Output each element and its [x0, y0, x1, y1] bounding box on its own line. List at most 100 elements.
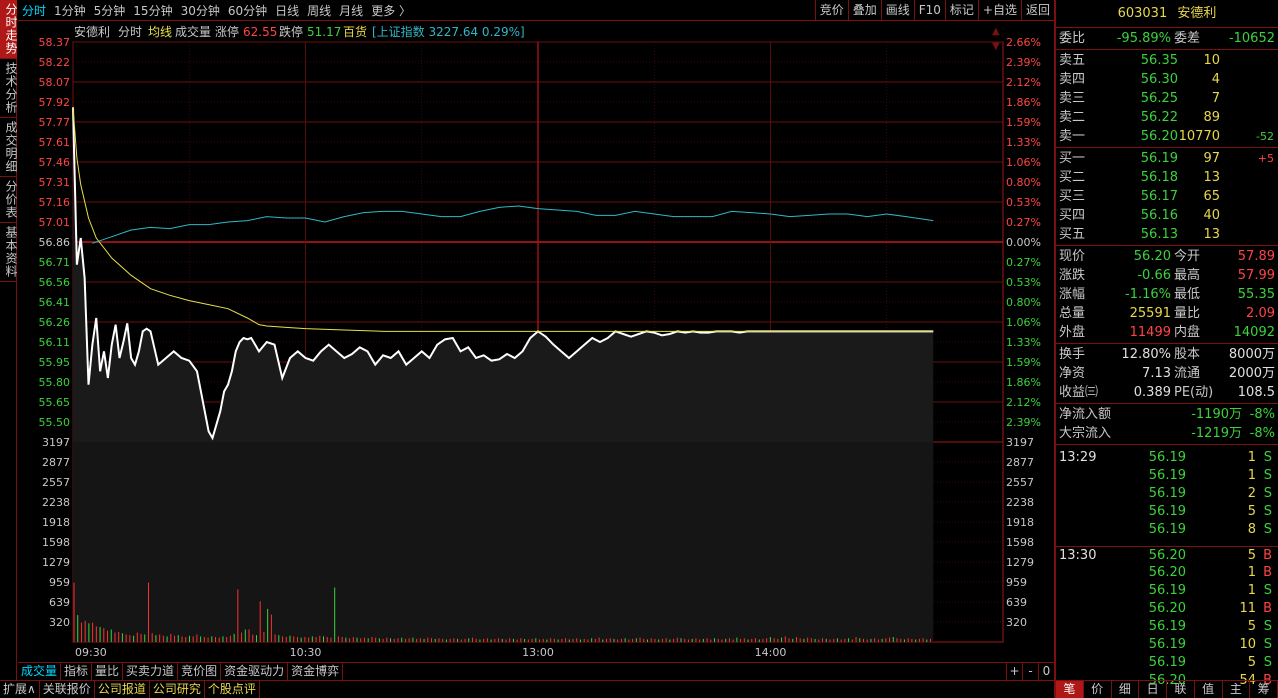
side-tab-technical[interactable]: 技术分析 [0, 59, 18, 118]
legend-sector: 百货 [343, 24, 367, 39]
tick-list[interactable]: 13:29 56.19 1 S 56.19 1 S 56.19 2 S 56.19 5 S 56.19 8 S… [1056, 445, 1278, 690]
scroll-up-icon[interactable]: ▲ [992, 26, 1000, 37]
related-quote-tab[interactable]: 关联报价 [40, 681, 95, 698]
asks-volume: 4 [1211, 72, 1220, 87]
back-button[interactable]: 返回 [1020, 0, 1054, 21]
tick-direction: S [1263, 522, 1272, 537]
indicator-tab-buy-sell-force[interactable]: 买卖力道 [123, 663, 179, 680]
stats1-row: 现价 56.20 今开 57.89 [1056, 247, 1278, 266]
volume-shade [73, 442, 934, 642]
chart-lines [72, 107, 934, 441]
flow-value: -1219万 [1191, 426, 1242, 441]
zoom-in-button[interactable]: + [1006, 663, 1022, 680]
indicator-tab-volume[interactable]: 成交量 [18, 663, 62, 680]
tick-price: 56.19 [1148, 504, 1186, 519]
indicator-tab-capital-drive[interactable]: 资金驱动力 [221, 663, 289, 680]
panel-tab-1[interactable]: 价 [1084, 681, 1112, 698]
stock-comment-tab[interactable]: 个股点评 [205, 681, 260, 698]
pct-tick-label: 1.59% [1006, 356, 1041, 369]
auction-button[interactable]: 竞价 [814, 0, 848, 21]
tick-row: 56.19 1 S [1056, 467, 1278, 485]
tick-direction: S [1263, 450, 1272, 465]
period-tab-15min[interactable]: 15分钟 [133, 3, 173, 18]
bids-price: 56.16 [1140, 208, 1178, 223]
indicator-tab-auction-chart[interactable]: 竞价图 [178, 663, 222, 680]
volume-tick-label-right: 1279 [1006, 556, 1034, 569]
tick-volume: 1 [1247, 565, 1256, 580]
asks-label: 卖三 [1059, 91, 1086, 106]
bids-price: 56.13 [1140, 227, 1178, 242]
price-fill-area [73, 107, 934, 442]
asks-price: 56.22 [1140, 110, 1178, 125]
scroll-down-icon[interactable]: ▼ [992, 41, 1000, 52]
bids-volume: 65 [1203, 189, 1220, 204]
pct-tick-label: 0.80% [1006, 296, 1041, 309]
panel-tab-5[interactable]: 值 [1195, 681, 1223, 698]
tick-row: 56.19 5 S [1056, 618, 1278, 636]
volume-tick-label: 959 [49, 576, 70, 589]
indicator-tab-indicator[interactable]: 指标 [61, 663, 93, 680]
stats1-value: 57.99 [1237, 268, 1275, 283]
side-tab-trade-detail[interactable]: 成交明细 [0, 118, 18, 177]
period-tab-60min[interactable]: 60分钟 [227, 3, 268, 18]
price-tick-label: 58.37 [39, 36, 71, 49]
indicator-tab-volume-ratio[interactable]: 量比 [92, 663, 124, 680]
volume-tick-label-right: 320 [1006, 616, 1027, 629]
tick-direction: S [1263, 655, 1272, 670]
flow-row: 净流入额 -1190万 -8% [1056, 405, 1278, 424]
panel-tab-2[interactable]: 细 [1112, 681, 1140, 698]
capital-flows: 净流入额 -1190万 -8% 大宗流入 -1219万 -8% [1056, 404, 1278, 445]
period-tab-5min[interactable]: 5分钟 [93, 3, 126, 18]
company-report-tab[interactable]: 公司报道 [95, 681, 150, 698]
flow-row: 大宗流入 -1219万 -8% [1056, 424, 1278, 443]
expand-tab[interactable]: 扩展∧ [0, 681, 40, 698]
stats2-label: 换手 [1059, 347, 1086, 362]
tick-row: 56.19 5 S [1056, 503, 1278, 521]
side-tab-fundamentals[interactable]: 基本资料 [0, 223, 18, 282]
pct-tick-label: 1.06% [1006, 316, 1041, 329]
bids-volume: 13 [1203, 227, 1220, 242]
indicator-tab-capital-game[interactable]: 资金博弈 [288, 663, 344, 680]
period-tab-more[interactable]: 更多 〉 [371, 3, 412, 18]
f10-button[interactable]: F10 [913, 0, 945, 21]
reset-button[interactable]: 0 [1038, 663, 1054, 680]
stats1-label: 量比 [1174, 306, 1201, 321]
side-tab-intraday[interactable]: 分时走势 [0, 0, 18, 59]
period-tab-week[interactable]: 周线 [307, 3, 332, 18]
bids-price: 56.19 [1140, 151, 1178, 166]
flow-label: 大宗流入 [1059, 426, 1112, 441]
chart-axes: 58.37 2.66% 58.22 2.39% 58.07 2.12% 57.92 1.86%… [39, 36, 1041, 659]
tick-price: 56.19 [1148, 468, 1186, 483]
add-watchlist-button[interactable]: +自选 [977, 0, 1021, 21]
panel-tab-6[interactable]: 主 [1223, 681, 1251, 698]
intraday-chart[interactable]: 58.37 2.66% 58.22 2.39% 58.07 2.12% 57.92 1.86%… [18, 22, 1054, 662]
draw-line-button[interactable]: 画线 [880, 0, 914, 21]
volume-tick-label: 2557 [42, 476, 70, 489]
volume-tick-label-right: 639 [1006, 596, 1027, 609]
period-tab-1min[interactable]: 1分钟 [54, 3, 86, 18]
period-tab-intraday[interactable]: 分时 [22, 3, 47, 18]
volume-tick-label-right: 2557 [1006, 476, 1034, 489]
price-tick-label: 56.11 [39, 336, 71, 349]
period-tab-30min[interactable]: 30分钟 [180, 3, 220, 18]
stats1-label: 总量 [1059, 306, 1086, 321]
panel-tab-4[interactable]: 联 [1167, 681, 1195, 698]
volume-tick-label: 1918 [42, 516, 70, 529]
panel-tab-7[interactable]: 筹 [1250, 681, 1278, 698]
side-tab-price-table[interactable]: 分价表 [0, 177, 18, 223]
legend-limit-up-label: 涨停 [215, 24, 239, 39]
overlay-button[interactable]: 叠加 [847, 0, 881, 21]
company-research-tab[interactable]: 公司研究 [150, 681, 205, 698]
asks-label: 卖二 [1059, 110, 1086, 125]
pct-tick-label: 1.59% [1006, 116, 1041, 129]
zoom-out-button[interactable]: - [1022, 663, 1038, 680]
mark-button[interactable]: 标记 [944, 0, 978, 21]
panel-tab-0[interactable]: 笔 [1056, 681, 1084, 698]
pct-tick-label: 2.12% [1006, 396, 1041, 409]
period-tab-day[interactable]: 日线 [275, 3, 300, 18]
pct-tick-label: 1.86% [1006, 376, 1041, 389]
period-tab-month[interactable]: 月线 [339, 3, 364, 18]
tick-direction: S [1263, 637, 1272, 652]
legend-intraday: 分时 [118, 25, 142, 39]
panel-tab-3[interactable]: 日 [1139, 681, 1167, 698]
